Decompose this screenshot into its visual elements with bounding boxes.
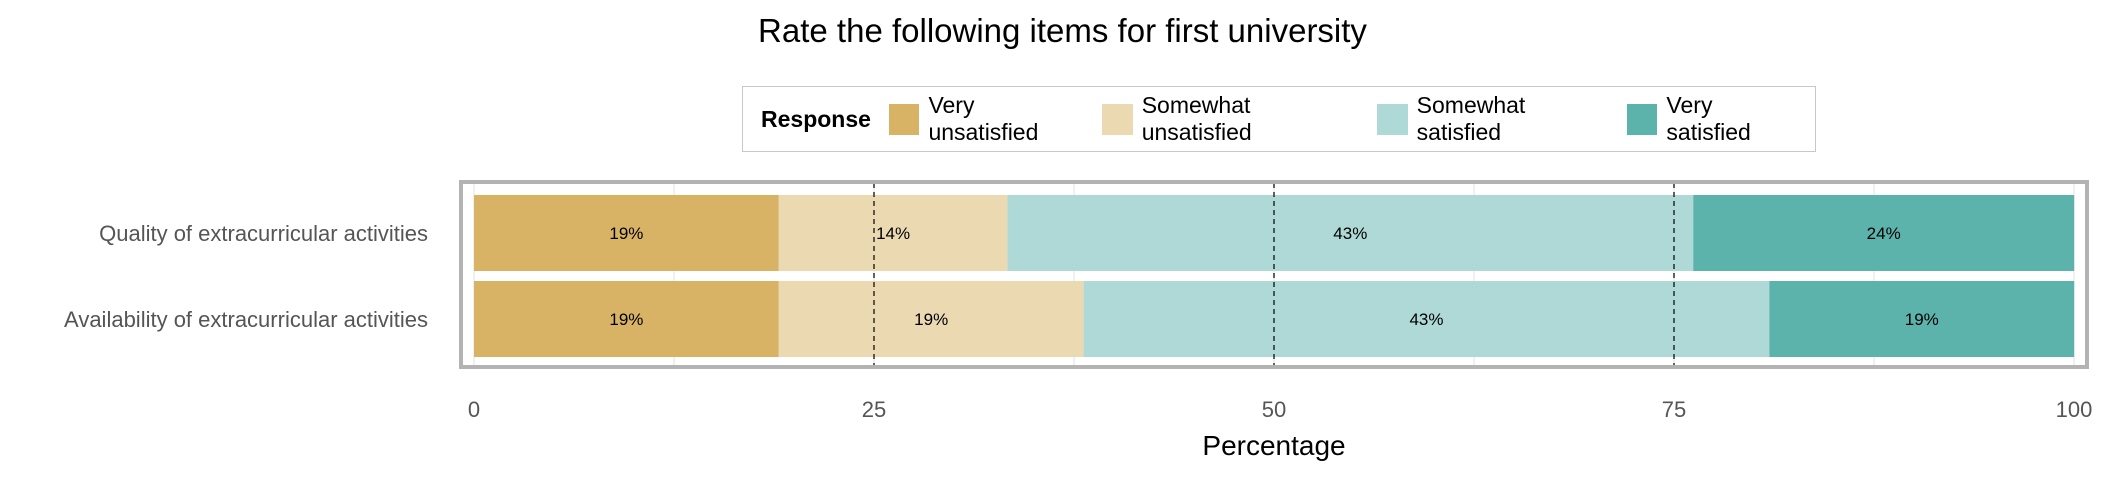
legend-label-somewhat-unsatisfied: Somewhat unsatisfied: [1141, 92, 1252, 145]
x-tick-label-50: 50: [1262, 397, 1286, 422]
panel-frame: [459, 180, 2089, 369]
bar-availability-of-extracurricular-activities-somewhat-unsatisfied: [778, 281, 1084, 357]
legend-item-very-satisfied: Very satisfied: [1626, 92, 1801, 146]
category-label-availability-of-extracurricular-activities: Availability of extracurricular activiti…: [64, 307, 428, 332]
data-label-availability-of-extracurricular-activities-very-unsatisfied: 19%: [609, 310, 643, 329]
data-label-availability-of-extracurricular-activities-somewhat-satisfied: 43%: [1409, 310, 1443, 329]
panel-border: [459, 180, 2089, 369]
labels-layer: 19% 14% 43% 24% Quality of extracurricular a…: [64, 221, 2092, 461]
legend-label-very-satisfied: Very satisfied: [1666, 92, 1751, 145]
legend-swatch-very-unsatisfied: [888, 103, 920, 135]
x-tick-label-25: 25: [862, 397, 886, 422]
bar-quality-of-extracurricular-activities-very-satisfied: [1693, 195, 2075, 271]
x-axis-label: Percentage: [1202, 430, 1345, 461]
legend-title: Response: [761, 105, 871, 132]
data-label-quality-of-extracurricular-activities-somewhat-unsatisfied: 14%: [876, 224, 910, 243]
legend-item-somewhat-satisfied: Somewhat satisfied: [1377, 92, 1613, 146]
bar-availability-of-extracurricular-activities-very-satisfied: [1769, 281, 2075, 357]
legend: Response Very unsatisfied Somewhat unsat…: [742, 86, 1816, 152]
bar-quality-of-extracurricular-activities-somewhat-satisfied: [1007, 195, 1694, 271]
legend-swatch-very-satisfied: [1626, 103, 1658, 135]
category-label-quality-of-extracurricular-activities: Quality of extracurricular activities: [99, 221, 428, 246]
bar-availability-of-extracurricular-activities-very-unsatisfied: [474, 281, 779, 357]
reference-lines: [873, 183, 1675, 366]
bar-quality-of-extracurricular-activities-somewhat-unsatisfied: [778, 195, 1008, 271]
bars-layer: [474, 195, 2075, 357]
bar-availability-of-extracurricular-activities-somewhat-satisfied: [1083, 281, 1770, 357]
x-tick-label-100: 100: [2056, 397, 2093, 422]
data-label-availability-of-extracurricular-activities-somewhat-unsatisfied: 19%: [914, 310, 948, 329]
data-label-quality-of-extracurricular-activities-somewhat-satisfied: 43%: [1333, 224, 1367, 243]
data-label-availability-of-extracurricular-activities-very-satisfied: 19%: [1905, 310, 1939, 329]
legend-label-very-unsatisfied: Very unsatisfied: [928, 92, 1039, 145]
legend-item-very-unsatisfied: Very unsatisfied: [888, 92, 1088, 146]
x-tick-label-75: 75: [1662, 397, 1686, 422]
legend-item-somewhat-unsatisfied: Somewhat unsatisfied: [1102, 92, 1363, 146]
legend-label-somewhat-satisfied: Somewhat satisfied: [1416, 92, 1526, 145]
data-label-quality-of-extracurricular-activities-very-unsatisfied: 19%: [609, 224, 643, 243]
legend-swatch-somewhat-unsatisfied: [1102, 103, 1133, 135]
data-label-quality-of-extracurricular-activities-very-satisfied: 24%: [1867, 224, 1901, 243]
x-tick-label-0: 0: [468, 397, 480, 422]
bar-quality-of-extracurricular-activities-very-unsatisfied: [474, 195, 779, 271]
legend-swatch-somewhat-satisfied: [1377, 103, 1408, 135]
chart-title: Rate the following items for first unive…: [758, 12, 1367, 49]
